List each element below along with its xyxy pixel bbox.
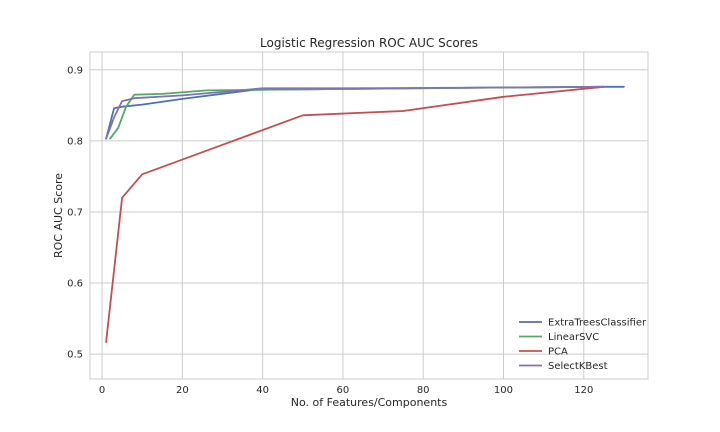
chart-title: Logistic Regression ROC AUC Scores bbox=[260, 36, 478, 50]
legend-label: PCA bbox=[548, 347, 568, 358]
y-tick-label: 0.9 bbox=[67, 65, 83, 76]
x-tick-label: 100 bbox=[494, 385, 513, 396]
x-tick-label: 80 bbox=[417, 385, 430, 396]
plot-area bbox=[89, 51, 649, 380]
y-tick-label: 0.7 bbox=[67, 207, 83, 218]
tick-labels: 0 20 40 60 80 100 120 0.5 0.6 0.7 0.8 0.9 bbox=[67, 65, 593, 396]
x-tick-label: 60 bbox=[337, 385, 350, 396]
y-tick-label: 0.5 bbox=[67, 350, 83, 361]
x-tick-label: 40 bbox=[256, 385, 269, 396]
y-axis-label: ROC AUC Score bbox=[52, 173, 65, 258]
legend: ExtraTreesClassifier LinearSVC PCA SelectKB… bbox=[519, 318, 647, 372]
x-tick-label: 0 bbox=[99, 385, 105, 396]
series-lines bbox=[105, 85, 625, 343]
x-tick-label: 120 bbox=[574, 385, 593, 396]
x-axis-label: No. of Features/Components bbox=[291, 396, 448, 409]
x-tick-label: 20 bbox=[176, 385, 189, 396]
grid-lines bbox=[90, 52, 648, 379]
legend-label: LinearSVC bbox=[548, 332, 599, 343]
y-tick-label: 0.6 bbox=[67, 279, 83, 290]
legend-label: SelectKBest bbox=[548, 361, 608, 372]
series-line-selectkbest bbox=[105, 85, 605, 140]
legend-label: ExtraTreesClassifier bbox=[548, 318, 647, 329]
y-tick-label: 0.8 bbox=[67, 136, 83, 147]
series-line-pca bbox=[105, 85, 605, 343]
